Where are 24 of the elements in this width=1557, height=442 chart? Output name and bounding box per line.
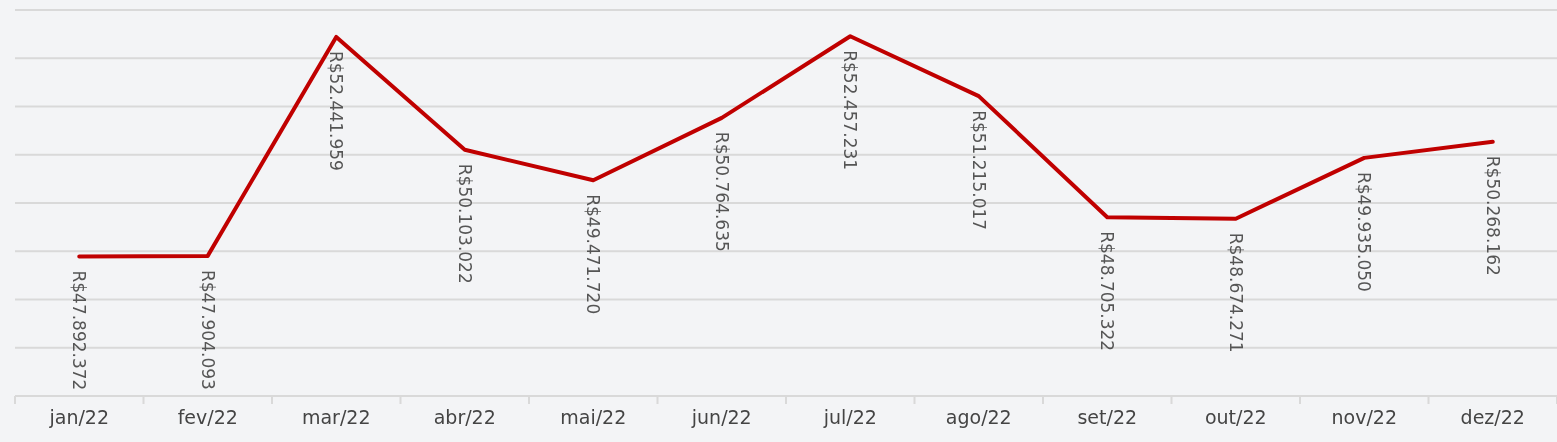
data-label: R$50.103.022: [454, 163, 475, 284]
data-label: R$48.674.271: [1225, 232, 1246, 353]
x-tick-label: abr/22: [433, 406, 496, 428]
x-tick-label: dez/22: [1460, 406, 1525, 428]
x-tick-label: nov/22: [1331, 406, 1397, 428]
x-tick-label: ago/22: [945, 406, 1012, 428]
data-label: R$49.935.050: [1354, 171, 1375, 292]
data-label: R$52.457.231: [840, 50, 861, 171]
data-label: R$50.268.162: [1482, 155, 1503, 276]
x-tick-label: out/22: [1204, 406, 1267, 428]
x-tick-label: set/22: [1077, 406, 1138, 428]
x-tick-label: mai/22: [560, 406, 627, 428]
data-label: R$52.441.959: [326, 50, 347, 171]
x-tick-label: mar/22: [301, 406, 371, 428]
x-tick-label: jul/22: [822, 406, 877, 428]
data-label: R$48.705.322: [1097, 231, 1118, 352]
data-label: R$49.471.720: [583, 194, 604, 315]
x-tick-label: jan/22: [48, 406, 110, 428]
x-tick-label: jun/22: [690, 406, 752, 428]
data-label: R$47.892.372: [69, 270, 90, 391]
x-tick-label: fev/22: [177, 406, 238, 428]
data-label: R$50.764.635: [711, 131, 732, 252]
data-label: R$47.904.093: [197, 269, 218, 390]
data-label: R$51.215.017: [968, 110, 989, 231]
